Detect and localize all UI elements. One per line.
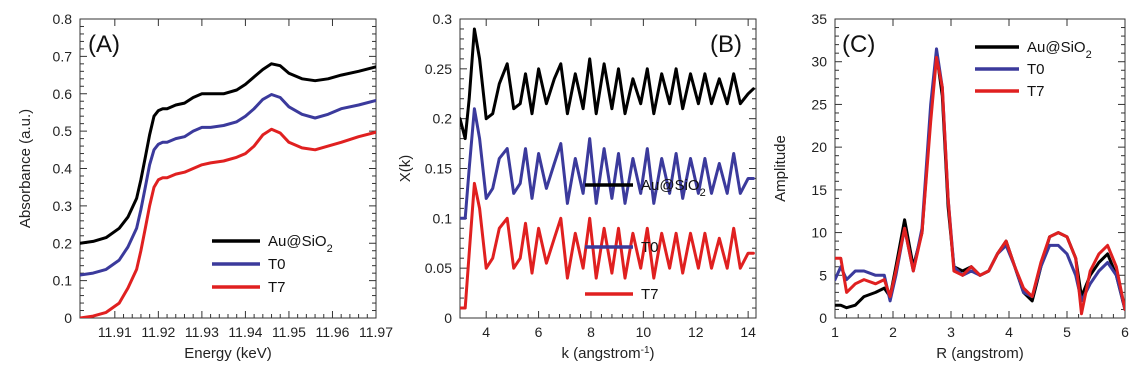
x-tick-label: 6 (535, 324, 543, 340)
x-tick-label: 11.92 (141, 324, 175, 340)
panel-label: (B) (710, 31, 742, 58)
x-tick-label: 2 (889, 324, 897, 340)
x-tick-label: 8 (587, 324, 595, 340)
y-tick-label: 0 (64, 310, 72, 326)
y-axis-title: X(k) (397, 155, 414, 183)
legend-label: T7 (641, 286, 659, 303)
x-tick-label: 11.94 (228, 324, 262, 340)
y-tick-label: 0 (444, 310, 452, 326)
series-line-t0 (460, 107, 755, 220)
x-tick-label: 5 (1063, 324, 1071, 340)
legend-label: T7 (1027, 83, 1045, 100)
x-tick-label: 10 (636, 324, 652, 340)
series-line-t0 (80, 93, 376, 277)
legend-label: T7 (268, 279, 286, 296)
y-tick-label: 0.5 (53, 123, 73, 139)
x-tick-label: 12 (688, 324, 704, 340)
legend-label: T0 (1027, 61, 1045, 78)
y-tick-label: 20 (811, 139, 827, 155)
series-line-au-sio2 (460, 27, 755, 141)
y-tick-label: 0 (819, 310, 827, 326)
panel-label: (A) (88, 31, 120, 58)
x-tick-label: 11.91 (98, 324, 132, 340)
x-tick-label: 4 (1005, 324, 1013, 340)
y-tick-label: 0.2 (433, 111, 453, 127)
y-tick-label: 0.15 (425, 161, 452, 177)
y-tick-label: 0.1 (53, 273, 73, 289)
series-line-t7 (835, 55, 1125, 316)
y-tick-label: 0.1 (433, 210, 453, 226)
x-tick-label: 1 (831, 324, 839, 340)
panel-0: 11.91 11.92 11.93 11.94 11.95 11.96 11.97 0 0.1 0… (17, 11, 393, 362)
x-tick-label: 4 (482, 324, 490, 340)
y-axis-title: Amplitude (772, 135, 789, 202)
y-tick-label: 0.3 (433, 11, 453, 27)
plot-frame (834, 18, 1126, 319)
panel-label: (C) (842, 31, 875, 58)
series-line-t7 (80, 127, 376, 318)
y-tick-label: 10 (811, 225, 827, 241)
series-line-t0 (835, 47, 1125, 311)
x-axis-title: k (angstrom-1) (561, 345, 654, 363)
y-tick-label: 0.6 (53, 86, 73, 102)
x-axis-title: R (angstrom) (936, 345, 1024, 362)
y-tick-label: 0.3 (53, 198, 73, 214)
x-tick-label: 14 (740, 324, 756, 340)
y-tick-label: 0.7 (53, 48, 73, 64)
x-tick-label: 11.96 (315, 324, 349, 340)
legend-label: Au@SiO2 (268, 233, 333, 255)
legend-label: T0 (641, 239, 659, 256)
y-tick-label: 25 (811, 96, 827, 112)
series-line-t7 (460, 181, 755, 310)
x-tick-label: 3 (947, 324, 955, 340)
panel-1: 4 6 8 10 12 14 0 0.05 0.1 0.15 0.2 0.25 0.3 k (angstr… (397, 11, 757, 363)
y-tick-label: 0.8 (53, 11, 73, 27)
panel-2: 1 2 3 4 5 6 0 5 10 15 20 25 30 35 R (angstrom) Amplitud… (772, 11, 1129, 362)
legend-label: T0 (268, 256, 286, 273)
y-axis-title: Absorbance (a.u.) (17, 109, 34, 228)
x-tick-label: 11.97 (359, 324, 393, 340)
legend-label: Au@SiO2 (1027, 39, 1092, 61)
y-tick-label: 30 (811, 54, 827, 70)
y-tick-label: 5 (819, 267, 827, 283)
y-tick-label: 0.05 (425, 260, 452, 276)
y-tick-label: 0.2 (53, 235, 73, 251)
y-tick-label: 15 (811, 182, 827, 198)
x-axis-title: Energy (keV) (184, 345, 272, 362)
legend-label: Au@SiO2 (641, 177, 706, 199)
y-tick-label: 35 (811, 11, 827, 27)
x-tick-label: 11.93 (185, 324, 219, 340)
x-tick-label: 11.95 (272, 324, 306, 340)
y-tick-label: 0.25 (425, 61, 452, 77)
x-tick-label: 6 (1121, 324, 1129, 340)
plot-frame (79, 18, 377, 319)
series-line-au-sio2 (80, 62, 376, 245)
y-tick-label: 0.4 (53, 161, 73, 177)
